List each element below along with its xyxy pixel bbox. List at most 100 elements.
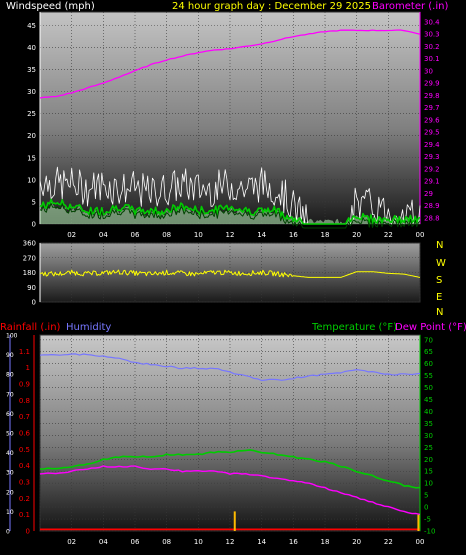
y-tick-label: 1 xyxy=(26,364,30,372)
y-tick-label: 29.9 xyxy=(424,80,440,88)
y-tick-label: 28.8 xyxy=(424,214,440,222)
y-tick-label: 50 xyxy=(424,384,433,392)
windspeed-avg-line xyxy=(39,198,421,225)
compass-letter: N xyxy=(436,307,443,318)
y-tick-label: 55 xyxy=(424,372,433,380)
y-tick-label: 35 xyxy=(27,66,36,74)
y-tick-label: 40 xyxy=(27,44,36,52)
y-tick-label: 360 xyxy=(23,240,36,248)
y-tick-label: 5 xyxy=(424,492,428,500)
compass-letter: E xyxy=(436,292,442,303)
y-tick-label: 45 xyxy=(27,22,36,30)
x-tick-label: 22 xyxy=(384,231,393,239)
x-tick-label: 02 xyxy=(67,538,76,546)
windspeed-min-line xyxy=(39,202,421,229)
x-tick-label: 06 xyxy=(131,231,140,239)
dewpoint-title: Dew Point (°F) xyxy=(395,322,466,333)
y-tick-label: 0.1 xyxy=(19,511,30,519)
x-tick-label: 04 xyxy=(99,231,108,239)
y-tick-label: 29 xyxy=(424,190,433,198)
x-tick-label: 14 xyxy=(257,538,266,546)
y-tick-label: 25 xyxy=(424,444,433,452)
y-tick-label: 29.1 xyxy=(424,178,440,186)
y-tick-label: 30.1 xyxy=(424,55,440,63)
x-tick-label: 20 xyxy=(352,231,361,239)
y-tick-label: 29.4 xyxy=(424,141,440,149)
y-tick-label: 70 xyxy=(424,336,433,344)
y-tick-label: 15 xyxy=(424,468,433,476)
y-tick-label: 15 xyxy=(27,154,36,162)
y-tick-label: 90 xyxy=(6,352,14,359)
y-tick-label: 5 xyxy=(32,198,36,206)
y-tick-label: 270 xyxy=(23,254,36,262)
barometer-title: Barometer (.in) xyxy=(372,1,448,12)
y-tick-label: 0 xyxy=(6,529,10,536)
wind-direction-line xyxy=(39,269,421,278)
rainfall-title: Rainfall (.in) xyxy=(0,322,61,333)
x-tick-label: 08 xyxy=(162,231,171,239)
series xyxy=(39,29,421,531)
y-tick-label: 25 xyxy=(27,110,36,118)
x-tick-label: 12 xyxy=(226,538,235,546)
humidity-line xyxy=(39,353,421,382)
x-tick-label: 02 xyxy=(67,231,76,239)
y-tick-label: 30 xyxy=(424,432,433,440)
temperature-title: Temperature (°F) xyxy=(311,322,397,333)
temperature-line xyxy=(40,449,421,489)
y-tick-label: 29.8 xyxy=(424,92,440,100)
x-tick-label: 12 xyxy=(226,231,235,239)
dewpoint-line xyxy=(39,465,421,516)
y-tick-label: 30.2 xyxy=(424,43,440,51)
y-tick-label: 20 xyxy=(424,456,433,464)
x-tick-label: 20 xyxy=(352,538,361,546)
y-tick-label: 30.3 xyxy=(424,31,440,39)
y-tick-label: 90 xyxy=(27,284,36,292)
x-tick-label: 22 xyxy=(384,538,393,546)
x-tick-label: 16 xyxy=(289,231,298,239)
y-tick-label: 100 xyxy=(6,333,18,340)
axes: 05101520253035404528.828.92929.129.229.3… xyxy=(6,12,440,546)
y-tick-label: 70 xyxy=(6,391,14,398)
humidity-panel-bg xyxy=(40,335,420,531)
x-tick-label: 10 xyxy=(194,231,203,239)
y-tick-label: -5 xyxy=(424,516,431,524)
y-tick-label: 30 xyxy=(424,67,433,75)
y-tick-label: 50 xyxy=(6,431,14,438)
x-tick-label: 00 xyxy=(416,231,425,239)
barometer-line xyxy=(39,29,421,99)
y-tick-label: 65 xyxy=(424,348,433,356)
y-tick-label: 20 xyxy=(6,489,14,496)
y-tick-label: 0.3 xyxy=(19,479,30,487)
x-tick-label: 18 xyxy=(321,538,330,546)
y-tick-label: 30.4 xyxy=(424,18,440,26)
x-tick-label: 16 xyxy=(289,538,298,546)
y-tick-label: 0 xyxy=(32,299,36,307)
y-tick-label: 28.9 xyxy=(424,202,440,210)
y-tick-label: 0.9 xyxy=(19,381,30,389)
y-tick-label: 10 xyxy=(27,176,36,184)
y-tick-label: 0.2 xyxy=(19,495,30,503)
y-tick-label: 60 xyxy=(424,360,433,368)
x-tick-label: 04 xyxy=(99,538,108,546)
x-tick-label: 14 xyxy=(257,231,266,239)
x-tick-label: 18 xyxy=(321,231,330,239)
grid-lines xyxy=(39,11,421,532)
y-tick-label: 0.5 xyxy=(19,446,30,454)
y-tick-label: 10 xyxy=(424,480,433,488)
y-tick-label: 20 xyxy=(27,132,36,140)
y-tick-label: 29.6 xyxy=(424,116,440,124)
y-tick-label: 29.5 xyxy=(424,129,440,137)
y-tick-label: 29.2 xyxy=(424,165,440,173)
y-tick-label: 80 xyxy=(6,372,14,379)
y-tick-label: 180 xyxy=(23,269,36,277)
y-tick-label: 29.7 xyxy=(424,104,440,112)
y-tick-label: -10 xyxy=(424,528,435,536)
y-tick-label: 0 xyxy=(26,528,30,536)
x-tick-label: 10 xyxy=(194,538,203,546)
y-tick-label: 0 xyxy=(32,221,36,229)
y-tick-label: 30 xyxy=(6,470,14,477)
y-tick-label: 29.3 xyxy=(424,153,440,161)
x-tick-label: 06 xyxy=(131,538,140,546)
